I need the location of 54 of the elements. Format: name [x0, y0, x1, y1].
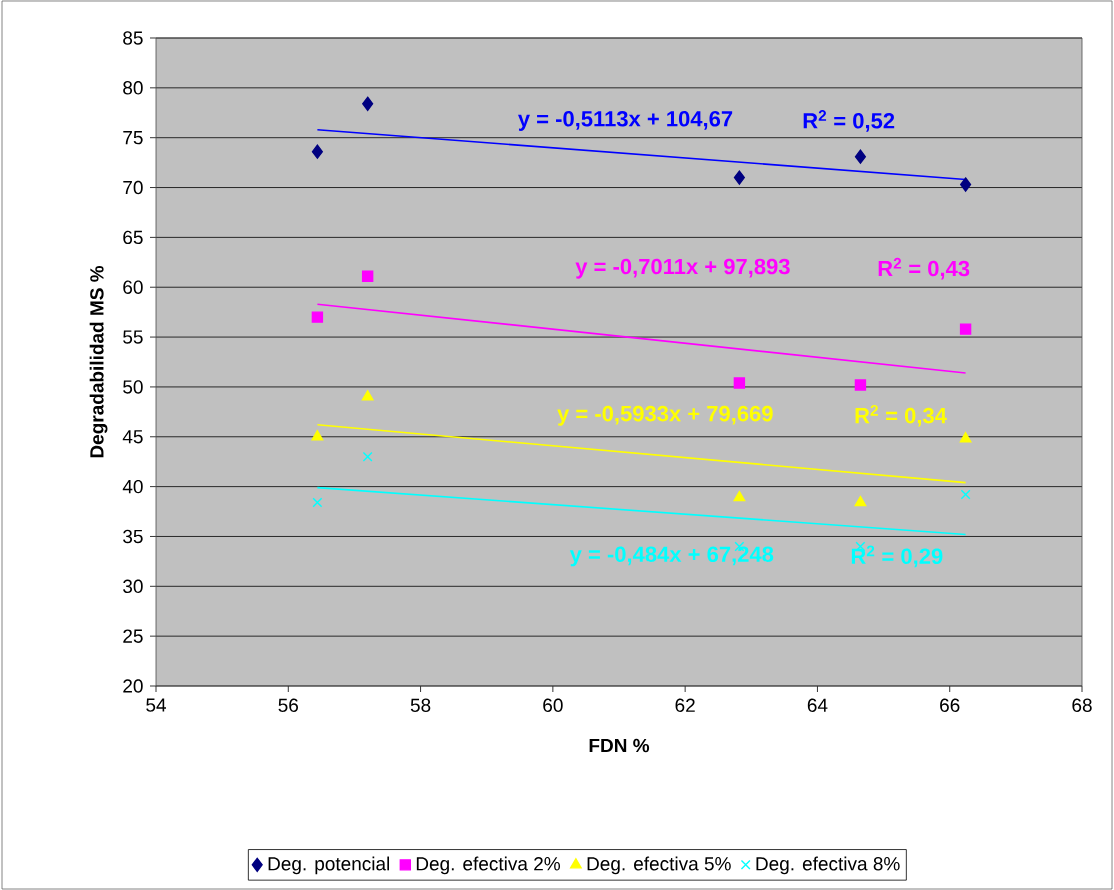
y-tick-label: 70: [123, 180, 143, 195]
x-tick-label: 64: [807, 698, 828, 712]
point: [959, 323, 972, 335]
annotation: y = -0,7011x + 97,893: [575, 258, 790, 279]
y-tick-label: 65: [123, 230, 143, 245]
y-tick-label: 75: [123, 131, 143, 145]
annotation: y = -0,5933x + 79,669: [557, 405, 773, 426]
x-tick-label: 56: [278, 698, 299, 712]
y-tick-label: 60: [123, 280, 143, 294]
annotation: R$^{2}$ = 0,34: [855, 404, 947, 427]
point: [959, 432, 972, 443]
y-axis-title: Degradabilidad MS %: [89, 265, 108, 458]
point: [733, 170, 745, 185]
point: [361, 390, 374, 401]
annotation: y = -0,484x + 67,248: [569, 546, 774, 567]
point: [854, 149, 866, 164]
point: [311, 311, 324, 323]
y-tick-label: 45: [122, 430, 143, 444]
y-tick-label: 50: [123, 380, 143, 394]
x-tick-label: 68: [1072, 698, 1092, 712]
x-axis-title: FDN %: [589, 738, 650, 753]
y-tick-label: 55: [123, 330, 143, 344]
point: [312, 497, 323, 508]
point: [362, 96, 374, 111]
point: [960, 489, 971, 500]
point: [854, 495, 867, 507]
point: [733, 490, 746, 502]
x-tick-label: 54: [146, 698, 167, 712]
annotation: R$^{2}$ = 0,29: [851, 545, 943, 568]
point: [311, 430, 324, 441]
x-tick-label: 60: [543, 698, 563, 712]
y-tick-label: 35: [123, 529, 143, 544]
legend-label: Deg. efectiva 5%: [587, 856, 731, 875]
y-tick-label: 85: [123, 31, 143, 45]
y-tick-label: 40: [122, 479, 143, 494]
y-tick-label: 30: [123, 579, 143, 594]
point: [960, 177, 972, 192]
point: [311, 144, 323, 159]
legend-label: Deg. efectiva 2%: [416, 856, 560, 875]
point: [361, 270, 374, 282]
x-tick-label: 62: [675, 698, 695, 712]
point: [362, 451, 373, 462]
point: [854, 379, 867, 391]
y-tick-label: 25: [123, 629, 143, 643]
annotation: R$^{2}$ = 0,52: [803, 110, 895, 132]
legend-label: Deg. efectiva 8%: [756, 856, 900, 875]
annotation: y = -0,5113x + 104,67: [518, 110, 733, 131]
x-tick-label: 66: [940, 698, 960, 712]
point: [733, 377, 746, 389]
y-tick-label: 80: [123, 81, 143, 95]
y-tick-label: 20: [123, 679, 143, 693]
legend-label: Deg. potencial: [268, 856, 390, 875]
annotation: R$^{2}$ = 0,43: [878, 257, 970, 280]
x-tick-label: 58: [410, 698, 431, 712]
